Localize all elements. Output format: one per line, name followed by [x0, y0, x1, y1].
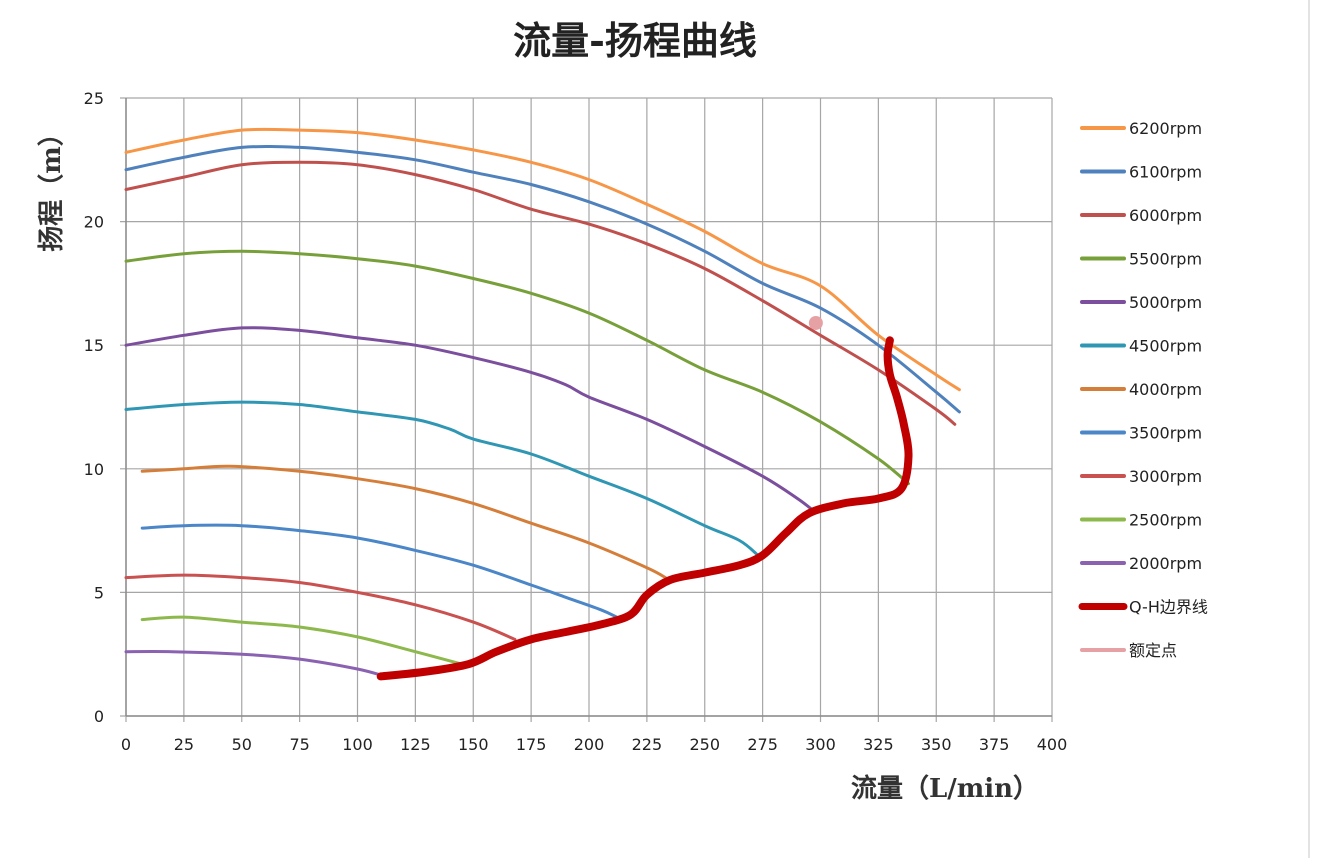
legend-label: 5500rpm	[1129, 250, 1202, 269]
x-tick-label: 325	[863, 735, 894, 754]
x-tick-label: 125	[400, 735, 431, 754]
series-line-9	[140, 615, 464, 666]
y-tick-label: 0	[94, 707, 104, 726]
x-tick-label: 275	[747, 735, 778, 754]
series-line-3	[124, 249, 910, 486]
page-edge	[1308, 0, 1310, 858]
legend-label: 6200rpm	[1129, 119, 1202, 138]
y-tick-labels: 0 5 10 15 20 25	[84, 89, 104, 726]
x-tick-label: 150	[458, 735, 489, 754]
x-tick-label: 225	[632, 735, 663, 754]
series-line-1	[124, 144, 961, 414]
series-line-11	[376, 336, 913, 681]
x-tick-label: 400	[1037, 735, 1068, 754]
y-tick-label: 20	[84, 213, 104, 232]
series-lines	[124, 127, 961, 681]
legend-label: 额定点	[1129, 641, 1177, 660]
x-tick-label: 250	[689, 735, 720, 754]
legend-label: 4000rpm	[1129, 380, 1202, 399]
x-tick-label: 175	[516, 735, 547, 754]
series-line-0	[124, 127, 961, 392]
x-tick-label: 300	[805, 735, 836, 754]
x-tick-label: 200	[574, 735, 605, 754]
x-tick-label: 25	[174, 735, 194, 754]
legend-label: 2500rpm	[1129, 511, 1202, 530]
y-tick-label: 25	[84, 89, 104, 108]
x-tick-labels: 0 25 50 75 100 125 150 175 200 225 250 275 300 325 350…	[121, 735, 1067, 754]
series-line-10	[124, 650, 387, 678]
x-tick-label: 0	[121, 735, 131, 754]
series-line-4	[124, 326, 816, 513]
series-line-6	[140, 464, 667, 580]
series-line-5	[124, 400, 760, 557]
grid	[120, 97, 1053, 722]
x-tick-label: 75	[289, 735, 309, 754]
chart-title: 流量-扬程曲线	[513, 18, 757, 63]
legend: 6200rpm 6100rpm 6000rpm 5500rpm 5000rpm 4500r…	[1078, 119, 1208, 660]
x-tick-label: 375	[979, 735, 1010, 754]
legend-label: Q-H边界线	[1129, 598, 1208, 617]
legend-label: 3000rpm	[1129, 467, 1202, 486]
x-tick-label: 100	[342, 735, 373, 754]
legend-label: 4500rpm	[1129, 337, 1202, 356]
legend-label: 6000rpm	[1129, 206, 1202, 225]
x-axis-title: 流量（L/min）	[851, 774, 1039, 804]
legend-label: 5000rpm	[1129, 293, 1202, 312]
y-tick-label: 10	[84, 460, 104, 479]
series-line-2	[124, 160, 957, 426]
series-line-8	[124, 573, 517, 641]
series-line-7	[140, 523, 619, 619]
x-tick-label: 350	[921, 735, 952, 754]
x-tick-label: 50	[232, 735, 252, 754]
legend-label: 2000rpm	[1129, 554, 1202, 573]
y-tick-label: 5	[94, 583, 104, 602]
y-axis-title: 扬程（m）	[37, 120, 67, 252]
y-tick-label: 15	[84, 336, 104, 355]
legend-label: 6100rpm	[1129, 163, 1202, 182]
legend-label: 3500rpm	[1129, 424, 1202, 443]
rated-point-marker	[808, 315, 823, 330]
